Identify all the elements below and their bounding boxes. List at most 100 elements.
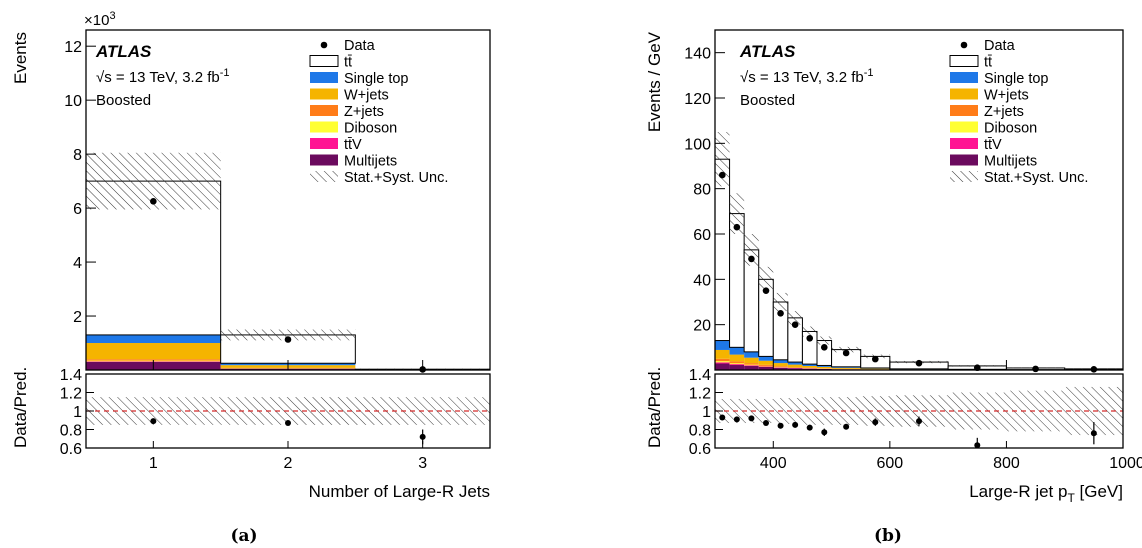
legend-label: Single top	[984, 71, 1049, 87]
legend-label: tt̄V	[984, 137, 1002, 153]
data-point	[284, 336, 292, 343]
data-point	[1032, 365, 1039, 373]
uncertainty-band	[802, 326, 817, 337]
stack-bar-z_jets	[729, 361, 745, 364]
legend-swatch	[310, 138, 338, 149]
stack-bar-multijets	[773, 367, 788, 370]
caption-a: (a)	[230, 526, 257, 546]
atlas-label-a: ATLAS	[95, 42, 152, 61]
ratio-point	[150, 418, 157, 425]
stack-bar-w_jets	[758, 360, 774, 365]
stack-bar-single_top	[817, 365, 832, 367]
ratio-y-tick-label: 1.2	[689, 386, 711, 403]
legend-marker-data	[320, 41, 328, 49]
ratio-point	[792, 421, 799, 428]
stack-bar-w_jets	[715, 349, 730, 359]
y-tick-label: 6	[73, 201, 82, 218]
legend-label: Data	[344, 38, 376, 54]
data-point	[733, 223, 741, 231]
main-plot-a: 2 4 6 8 10 12	[64, 39, 491, 373]
stack-bar-single_top	[802, 364, 817, 366]
stack-bar-w_jets	[787, 364, 803, 367]
legend-swatch	[310, 88, 338, 100]
y-tick-label: 120	[684, 91, 711, 108]
legend-label: Multijets	[344, 154, 397, 170]
y-axis-label-b: Events / GeV	[645, 31, 664, 132]
ratio-point	[719, 414, 726, 421]
legend-swatch	[950, 138, 978, 149]
legend-swatch	[310, 72, 338, 83]
data-point	[820, 344, 828, 351]
stack-bar-w_jets	[860, 368, 890, 370]
stack-bar-z_jets	[787, 366, 803, 368]
data-point	[791, 321, 799, 328]
uncertainty-band	[715, 132, 730, 187]
stack-bar-diboson	[729, 363, 745, 365]
stack-bar-z_jets	[744, 363, 759, 365]
stack-bar-single_top	[787, 362, 803, 365]
x-tick-label: 800	[993, 455, 1020, 472]
legend-label: tt̄V	[344, 137, 362, 153]
stack-bar-single_top	[831, 366, 861, 368]
legend-label: tt̄	[344, 55, 352, 71]
legend-label: W+jets	[344, 88, 389, 104]
data-point	[777, 310, 784, 317]
legend-swatch	[950, 154, 978, 166]
chart-panel-b: 20 40 60 80 100 120 140 0.60.8 11.2 1.4 400 600 800…	[645, 29, 1142, 546]
uncertainty-band	[744, 234, 759, 266]
legend-swatch	[310, 171, 338, 182]
stack-bar-multijets	[758, 367, 774, 370]
stack-bar-single_top	[729, 347, 745, 355]
legend-label: Z+jets	[984, 104, 1024, 120]
stack-bar-ttv	[744, 365, 759, 367]
x-tick-label: 600	[877, 455, 904, 472]
x-axis-label-b: Large-R jet pT [GeV]	[969, 482, 1123, 505]
y-tick-label: 80	[693, 182, 711, 199]
data-point	[748, 255, 755, 263]
main-frame-b	[714, 29, 1124, 371]
stack-bar-z_jets	[773, 366, 788, 367]
legend-swatch	[310, 121, 338, 133]
stack-bar-single_top	[773, 359, 788, 364]
stack-bar-z_jets	[715, 358, 730, 362]
legend-swatch	[950, 171, 978, 182]
ratio-point	[748, 415, 755, 422]
ratio-uncertainty-band	[787, 398, 803, 424]
legend-label: tt̄	[984, 55, 992, 71]
legend-swatch	[950, 88, 978, 100]
ratio-point	[777, 422, 784, 429]
stack-bar-multijets	[744, 366, 759, 370]
ratio-point	[733, 416, 740, 423]
legend-label: Stat.+Syst. Unc.	[344, 170, 448, 186]
y-tick-label: 100	[684, 136, 711, 153]
legend-label: W+jets	[984, 88, 1029, 104]
legend-label: Z+jets	[344, 104, 384, 120]
stack-bar-single_top	[758, 356, 774, 361]
atlas-label-b: ATLAS	[739, 42, 796, 61]
legend-swatch	[950, 121, 978, 133]
ratio-point	[419, 433, 426, 440]
y-tick-label: 140	[684, 46, 711, 63]
stack-bar-w_jets	[817, 366, 832, 369]
stack-bar-w_jets	[831, 367, 861, 369]
legend-label: Multijets	[984, 154, 1037, 170]
legend-swatch	[950, 72, 978, 83]
energy-label-a: √s = 13 TeV, 3.2 fb-1	[96, 67, 230, 86]
ratio-y-tick-label: 1	[702, 404, 711, 421]
ratio-point	[1090, 430, 1097, 437]
stack-bar-diboson	[744, 364, 759, 366]
data-point	[871, 355, 879, 363]
data-point	[718, 171, 726, 179]
stack-bar-single_top	[86, 334, 221, 344]
stack-bar-z_jets	[86, 359, 221, 361]
ratio-y-tick-label: 0.8	[60, 423, 82, 440]
uncertainty-band	[831, 346, 861, 353]
ratio-y-tick-label: 0.6	[689, 441, 711, 458]
ratio-point	[285, 420, 291, 427]
y-tick-label: 10	[64, 93, 82, 110]
legend-label: Diboson	[344, 121, 397, 137]
stack-bar-ttv	[758, 366, 774, 368]
